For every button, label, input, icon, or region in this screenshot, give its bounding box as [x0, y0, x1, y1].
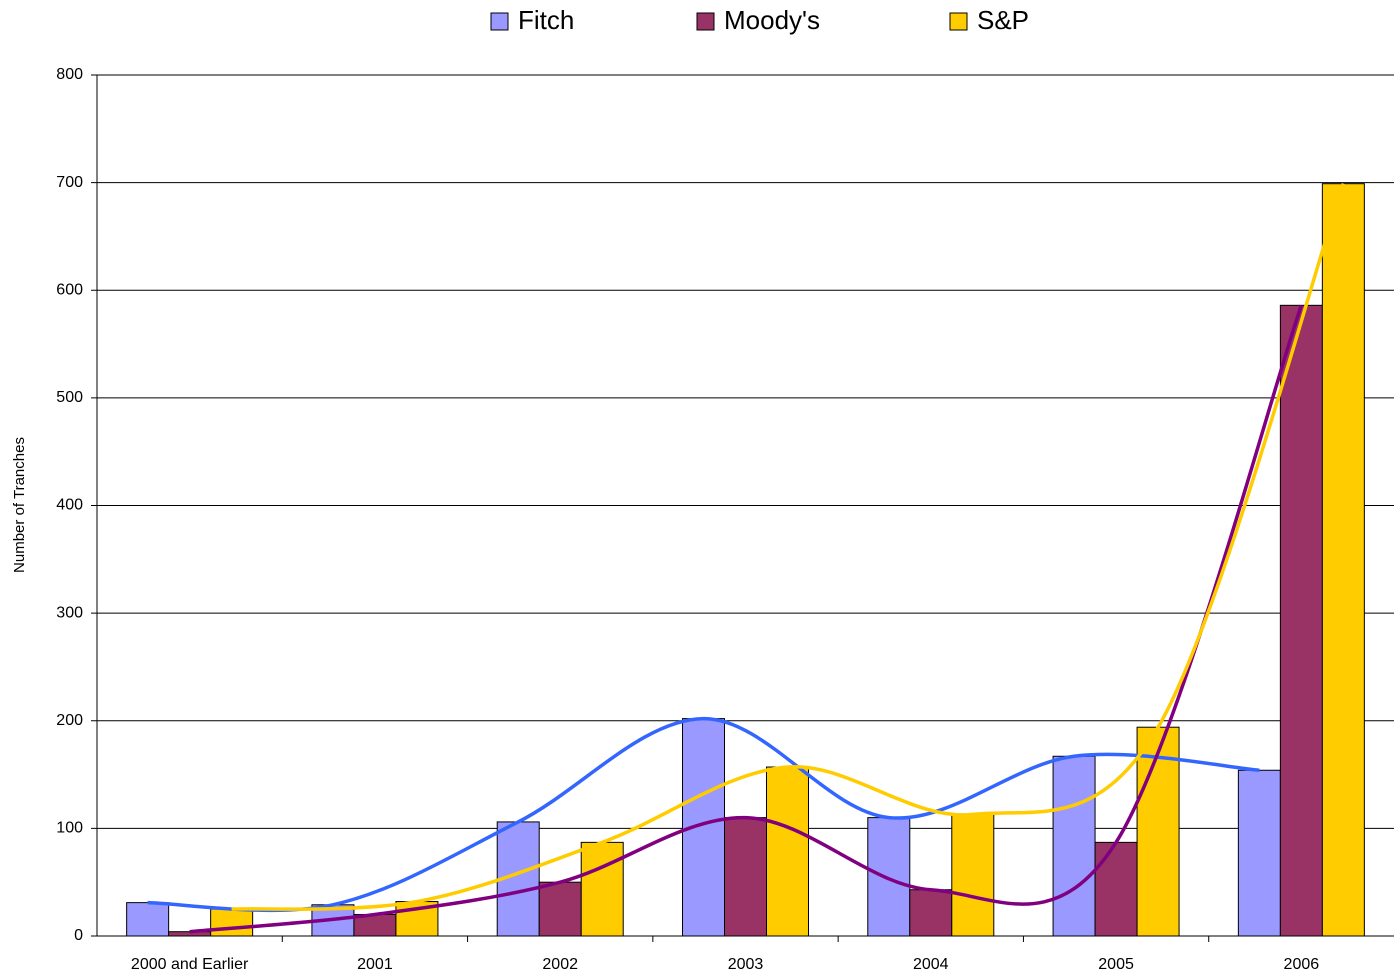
bar — [724, 817, 767, 937]
y-tick-label: 700 — [56, 174, 83, 191]
bar — [951, 813, 995, 937]
x-tick-label: 2005 — [1098, 956, 1134, 973]
bar — [766, 766, 809, 937]
bar — [126, 902, 170, 937]
y-axis-label: Number of Tranches — [11, 437, 28, 573]
y-tick-label: 200 — [56, 712, 83, 729]
y-tick-label: 0 — [74, 927, 83, 944]
legend-swatch — [490, 12, 509, 31]
y-tick-label: 100 — [56, 820, 83, 837]
y-tick-label: 800 — [56, 66, 83, 83]
bar — [909, 889, 953, 937]
bar — [1094, 841, 1138, 937]
legend-label: Moody's — [724, 5, 820, 35]
x-tick-label: 2000 and Earlier — [131, 956, 249, 973]
bar — [1321, 183, 1365, 937]
bar — [538, 881, 582, 937]
bar — [580, 841, 624, 937]
bar — [867, 817, 911, 937]
x-tick-label: 2001 — [357, 956, 393, 973]
bar — [1136, 726, 1180, 937]
x-tick-label: 2004 — [913, 956, 949, 973]
bar — [168, 931, 212, 937]
y-tick-label: 600 — [56, 281, 83, 298]
x-tick-label: 2003 — [728, 956, 764, 973]
legend-label: Fitch — [518, 5, 574, 35]
legend-swatch — [949, 12, 968, 31]
bar — [210, 908, 254, 937]
legend-swatch — [696, 12, 715, 31]
trend-line — [147, 716, 1260, 913]
y-tick-label: 400 — [56, 497, 83, 514]
x-tick-label: 2002 — [542, 956, 578, 973]
legend: Fitch Moody's S&P — [490, 5, 1029, 35]
y-tick-label: 500 — [56, 389, 83, 406]
x-tick-label: 2006 — [1284, 956, 1320, 973]
trend-line — [189, 304, 1304, 934]
trend-line — [231, 183, 1346, 911]
bar — [1052, 755, 1096, 937]
y-tick-label: 300 — [56, 604, 83, 621]
bar — [1279, 304, 1323, 937]
bar — [1237, 769, 1281, 937]
legend-label: S&P — [977, 5, 1029, 35]
